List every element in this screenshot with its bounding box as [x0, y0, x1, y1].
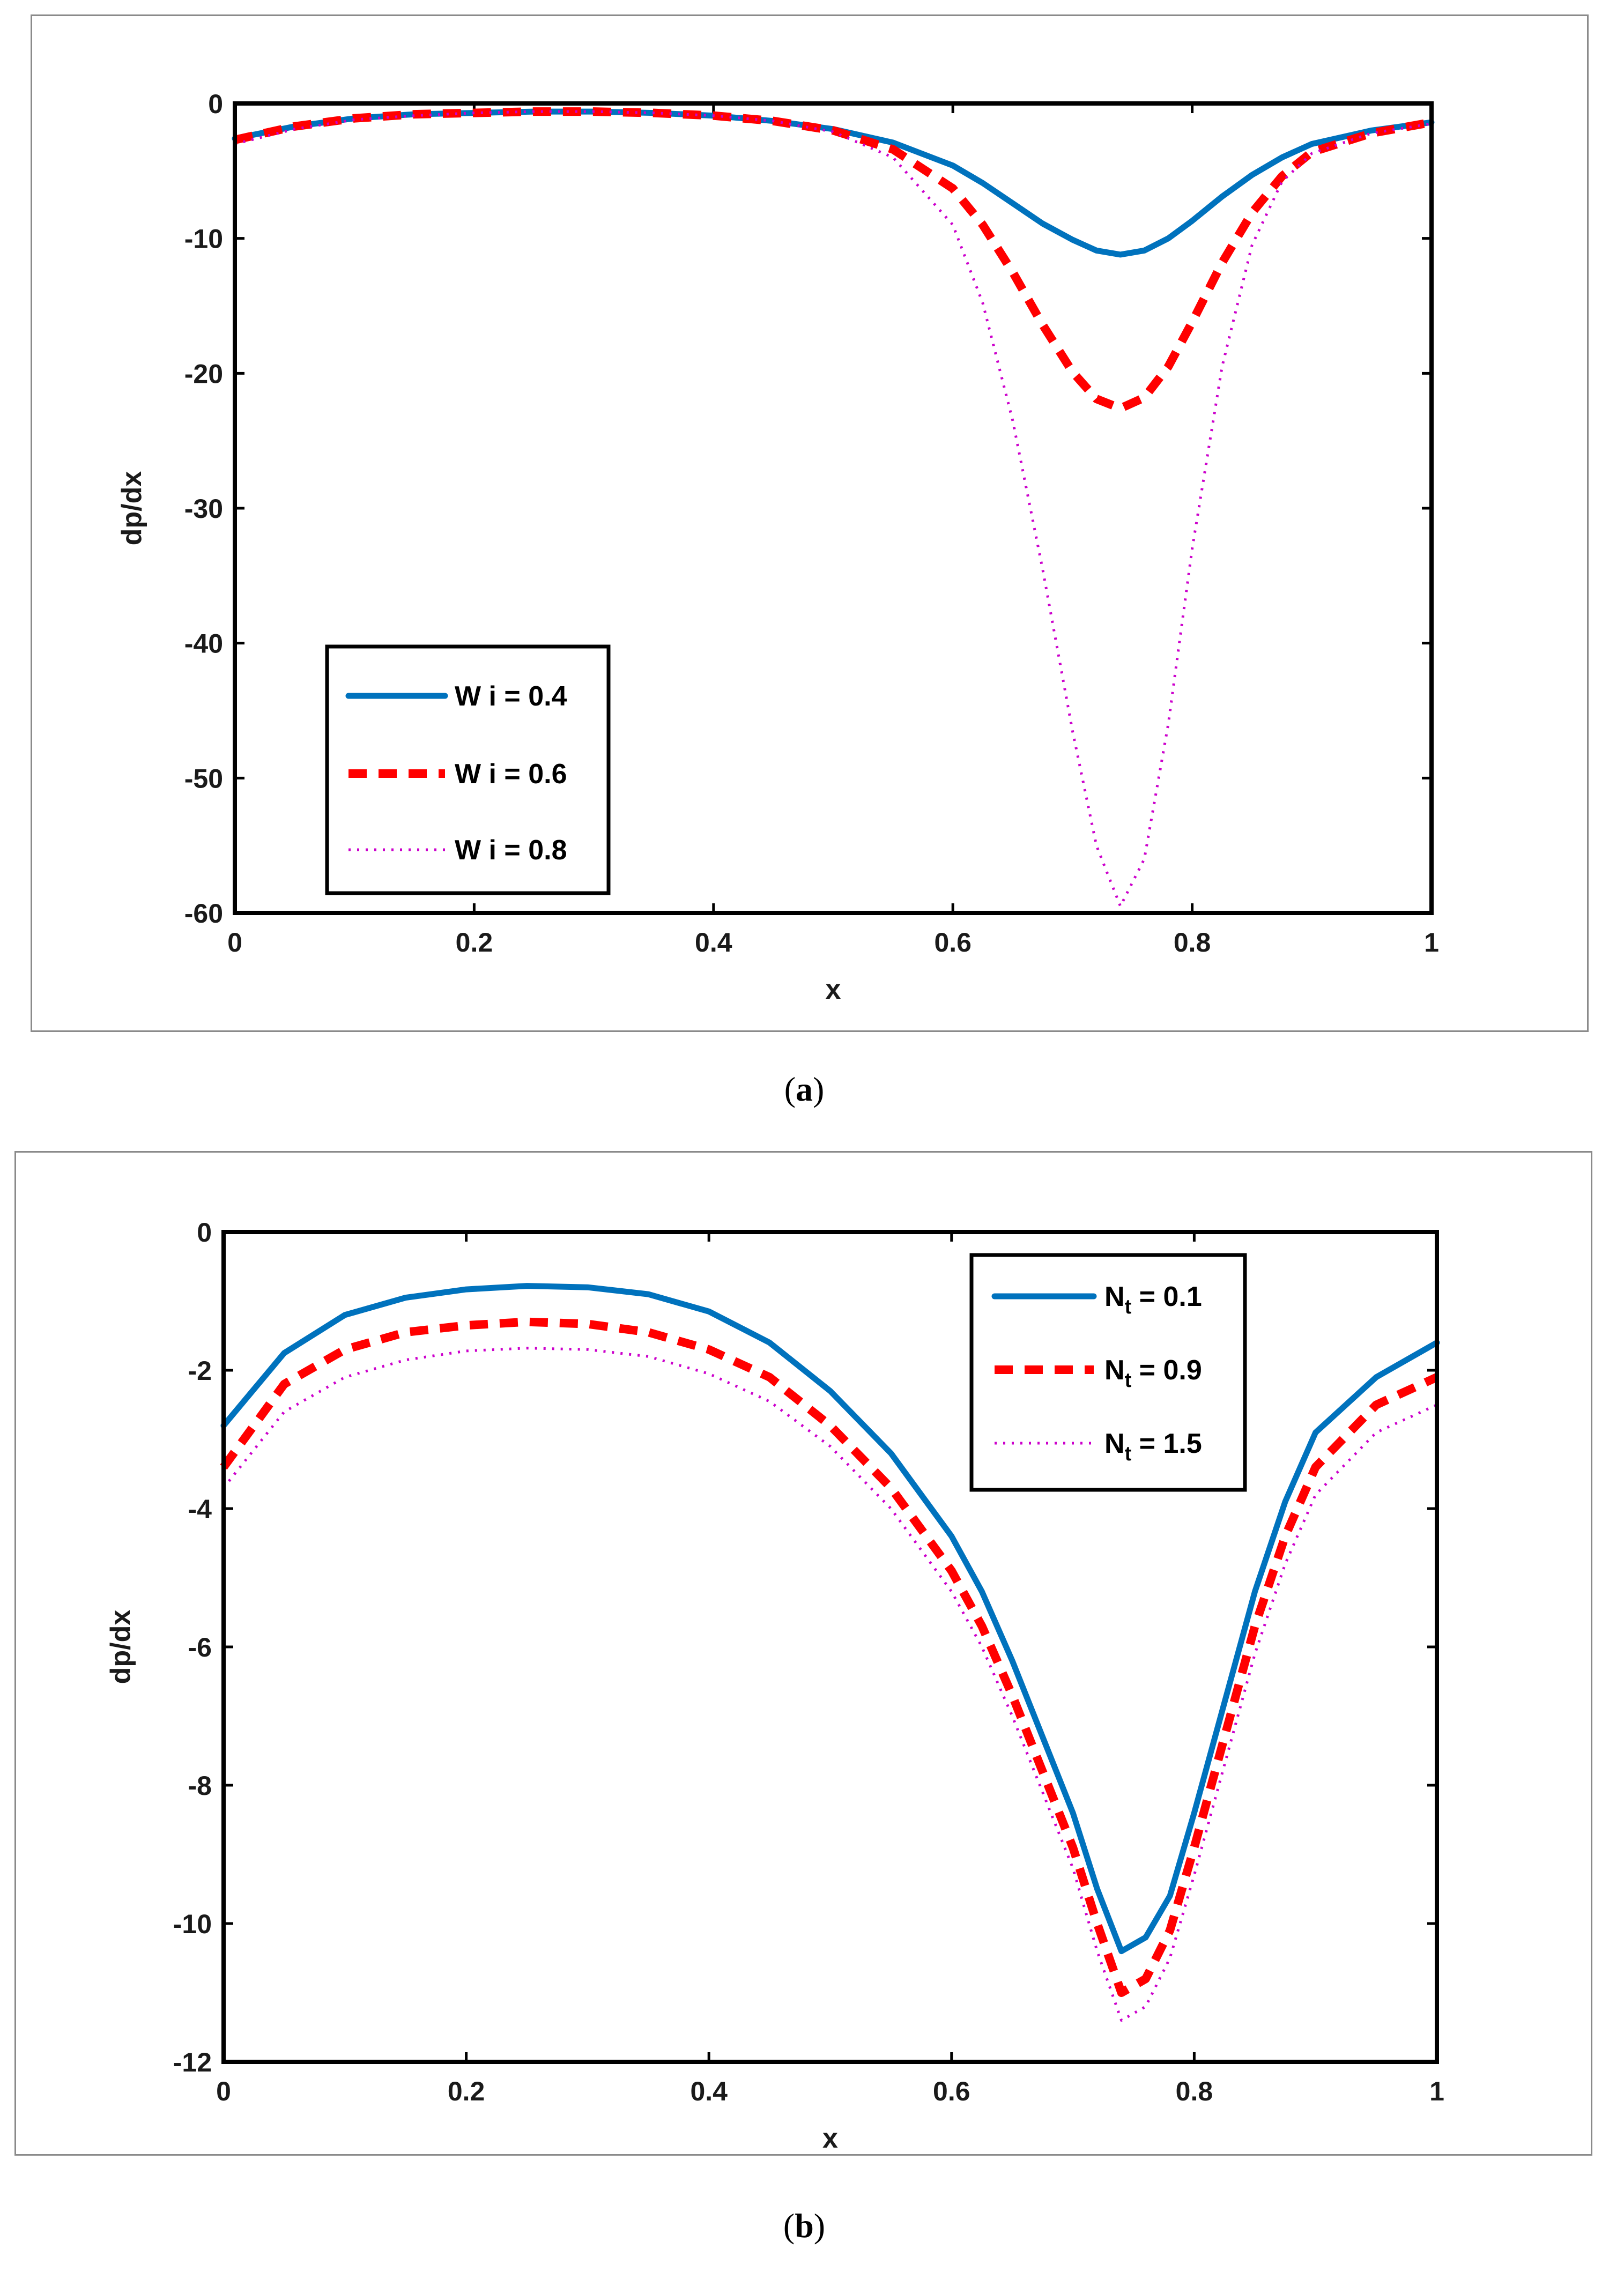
a-y-tick-label-2: -20 [184, 359, 223, 389]
b-x-tick-label-4: 0.8 [1176, 2076, 1213, 2106]
chart-a: 0 0.2 0.4 0.6 0.8 1 0 -10 -20 -30 -40 -50 -60 x dp/… [116, 89, 1439, 1005]
chart-a-legend-label-2: W i = 0.8 [455, 835, 567, 866]
b-series-line-2 [223, 1347, 1438, 2022]
chart-b-y-axis-title: dp/dx [105, 1610, 136, 1684]
panel-a-frame [31, 14, 1589, 1032]
chart-a-series-group [232, 107, 1435, 908]
a-x-tick-label-0: 0 [227, 927, 242, 957]
b-y-tick-label-4: -8 [188, 1771, 212, 1801]
chart-b-legend-label-0-rest: = 0.1 [1131, 1281, 1202, 1312]
chart-b-legend-label-1: Nt = 0.9 [1104, 1355, 1202, 1392]
a-series-line-2 [234, 110, 1432, 908]
chart-b-x-tick-labels: 0 0.2 0.4 0.6 0.8 1 [216, 2076, 1444, 2106]
a-y-tick-label-3: -30 [184, 494, 223, 524]
b-x-tick-label-3: 0.6 [933, 2076, 970, 2106]
b-y-tick-label-1: -2 [188, 1356, 212, 1386]
b-y-tick-label-0: 0 [197, 1217, 212, 1248]
chart-b-legend-label-1-sub: t [1125, 1369, 1132, 1392]
b-y-tick-label-6: -12 [173, 2047, 212, 2077]
chart-b-legend-label-2: Nt = 1.5 [1104, 1428, 1202, 1465]
chart-b-x-axis-title: x [822, 2123, 838, 2154]
b-x-tick-label-5: 1 [1429, 2076, 1444, 2106]
figure-caption-a: (a) [784, 1070, 825, 1108]
panel-b-frame [14, 1151, 1592, 2156]
chart-a-legend-label-1: W i = 0.6 [455, 759, 567, 790]
chart-a-legend-label-0: W i = 0.4 [455, 681, 567, 712]
chart-a-legend-box [325, 644, 611, 895]
a-y-tick-label-1: -10 [184, 224, 223, 254]
chart-b-legend-label-0: Nt = 0.1 [1104, 1281, 1202, 1318]
chart-b-legend-label-2-main: N [1104, 1428, 1125, 1459]
chart-b-legend-label-0-sub: t [1125, 1296, 1132, 1318]
b-x-tick-label-1: 0.2 [448, 2076, 485, 2106]
b-y-tick-label-5: -10 [173, 1909, 212, 1939]
chart-b-legend-label-0-main: N [1104, 1281, 1125, 1312]
b-series-line-1 [220, 1317, 1439, 1997]
chart-b: 0 0.2 0.4 0.6 0.8 1 0 -2 -4 -6 -8 -10 -12 x dp/dx N… [105, 1217, 1444, 2154]
a-x-tick-label-5: 1 [1424, 927, 1439, 957]
chart-b-legend-label-2-rest: = 1.5 [1131, 1428, 1202, 1459]
a-x-tick-label-2: 0.4 [695, 927, 732, 957]
chart-b-legend-box [969, 1253, 1247, 1492]
b-y-tick-label-3: -6 [188, 1632, 212, 1662]
a-y-tick-label-0: 0 [208, 89, 223, 119]
chart-b-legend: Nt = 0.1 Nt = 0.9 Nt = 1.5 [969, 1253, 1247, 1492]
chart-b-ticks [222, 1230, 1438, 2063]
chart-b-y-tick-labels: 0 -2 -4 -6 -8 -10 -12 [173, 1217, 212, 2077]
chart-b-series-group [220, 1283, 1440, 2022]
chart-b-legend-label-1-rest: = 0.9 [1131, 1355, 1202, 1386]
chart-b-legend-label-2-sub: t [1125, 1443, 1132, 1465]
chart-a-x-axis-title: x [826, 974, 841, 1005]
chart-a-y-tick-labels: 0 -10 -20 -30 -40 -50 -60 [184, 89, 223, 929]
figure-caption-b: (b) [783, 2207, 826, 2245]
chart-b-axes-box [221, 1230, 1439, 2064]
chart-a-y-axis-title: dp/dx [116, 471, 147, 546]
b-y-tick-label-2: -4 [188, 1494, 212, 1524]
b-series-line-0 [220, 1283, 1440, 1955]
chart-b-legend-label-1-main: N [1104, 1355, 1125, 1386]
a-x-tick-label-3: 0.6 [934, 927, 972, 957]
a-y-tick-label-5: -50 [184, 763, 223, 793]
a-y-tick-label-4: -40 [184, 629, 223, 659]
a-y-tick-label-6: -60 [184, 899, 223, 929]
chart-a-legend: W i = 0.4 W i = 0.6 W i = 0.8 [325, 644, 611, 895]
b-x-tick-label-0: 0 [216, 2076, 231, 2106]
a-x-tick-label-4: 0.8 [1174, 927, 1211, 957]
chart-a-axes-box [233, 101, 1434, 915]
a-x-tick-label-1: 0.2 [456, 927, 493, 957]
b-x-tick-label-2: 0.4 [690, 2076, 728, 2106]
chart-a-x-tick-labels: 0 0.2 0.4 0.6 0.8 1 [227, 927, 1439, 957]
a-series-line-1 [234, 107, 1433, 413]
